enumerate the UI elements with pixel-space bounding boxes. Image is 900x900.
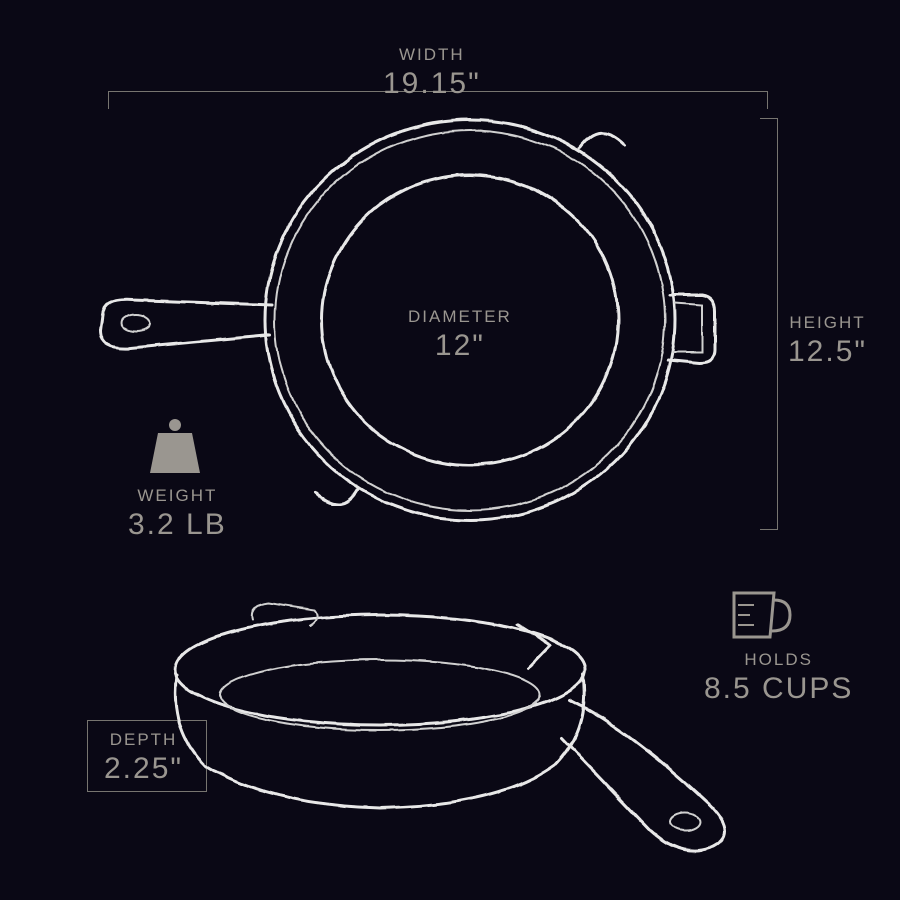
weight-label-text: WEIGHT <box>128 486 227 506</box>
diameter-label: DIAMETER 12" <box>408 307 512 363</box>
height-value: 12.5" <box>788 335 867 369</box>
width-value: 19.15" <box>383 67 481 101</box>
depth-label-text: DEPTH <box>104 730 183 750</box>
holds-value: 8.5 CUPS <box>704 672 853 706</box>
diameter-value: 12" <box>408 329 512 363</box>
weight-label: WEIGHT 3.2 LB <box>128 486 227 542</box>
height-label: HEIGHT 12.5" <box>788 313 867 369</box>
depth-value: 2.25" <box>104 752 183 786</box>
diameter-label-text: DIAMETER <box>408 307 512 327</box>
depth-label: DEPTH 2.25" <box>104 730 183 786</box>
skillet-side-view <box>120 570 820 890</box>
holds-label: HOLDS 8.5 CUPS <box>704 650 853 706</box>
weight-value: 3.2 LB <box>128 508 227 542</box>
holds-label-text: HOLDS <box>704 650 853 670</box>
width-label: WIDTH 19.15" <box>383 45 481 101</box>
cup-icon <box>726 585 796 650</box>
weight-icon <box>140 415 210 485</box>
width-label-text: WIDTH <box>383 45 481 65</box>
height-label-text: HEIGHT <box>788 313 867 333</box>
